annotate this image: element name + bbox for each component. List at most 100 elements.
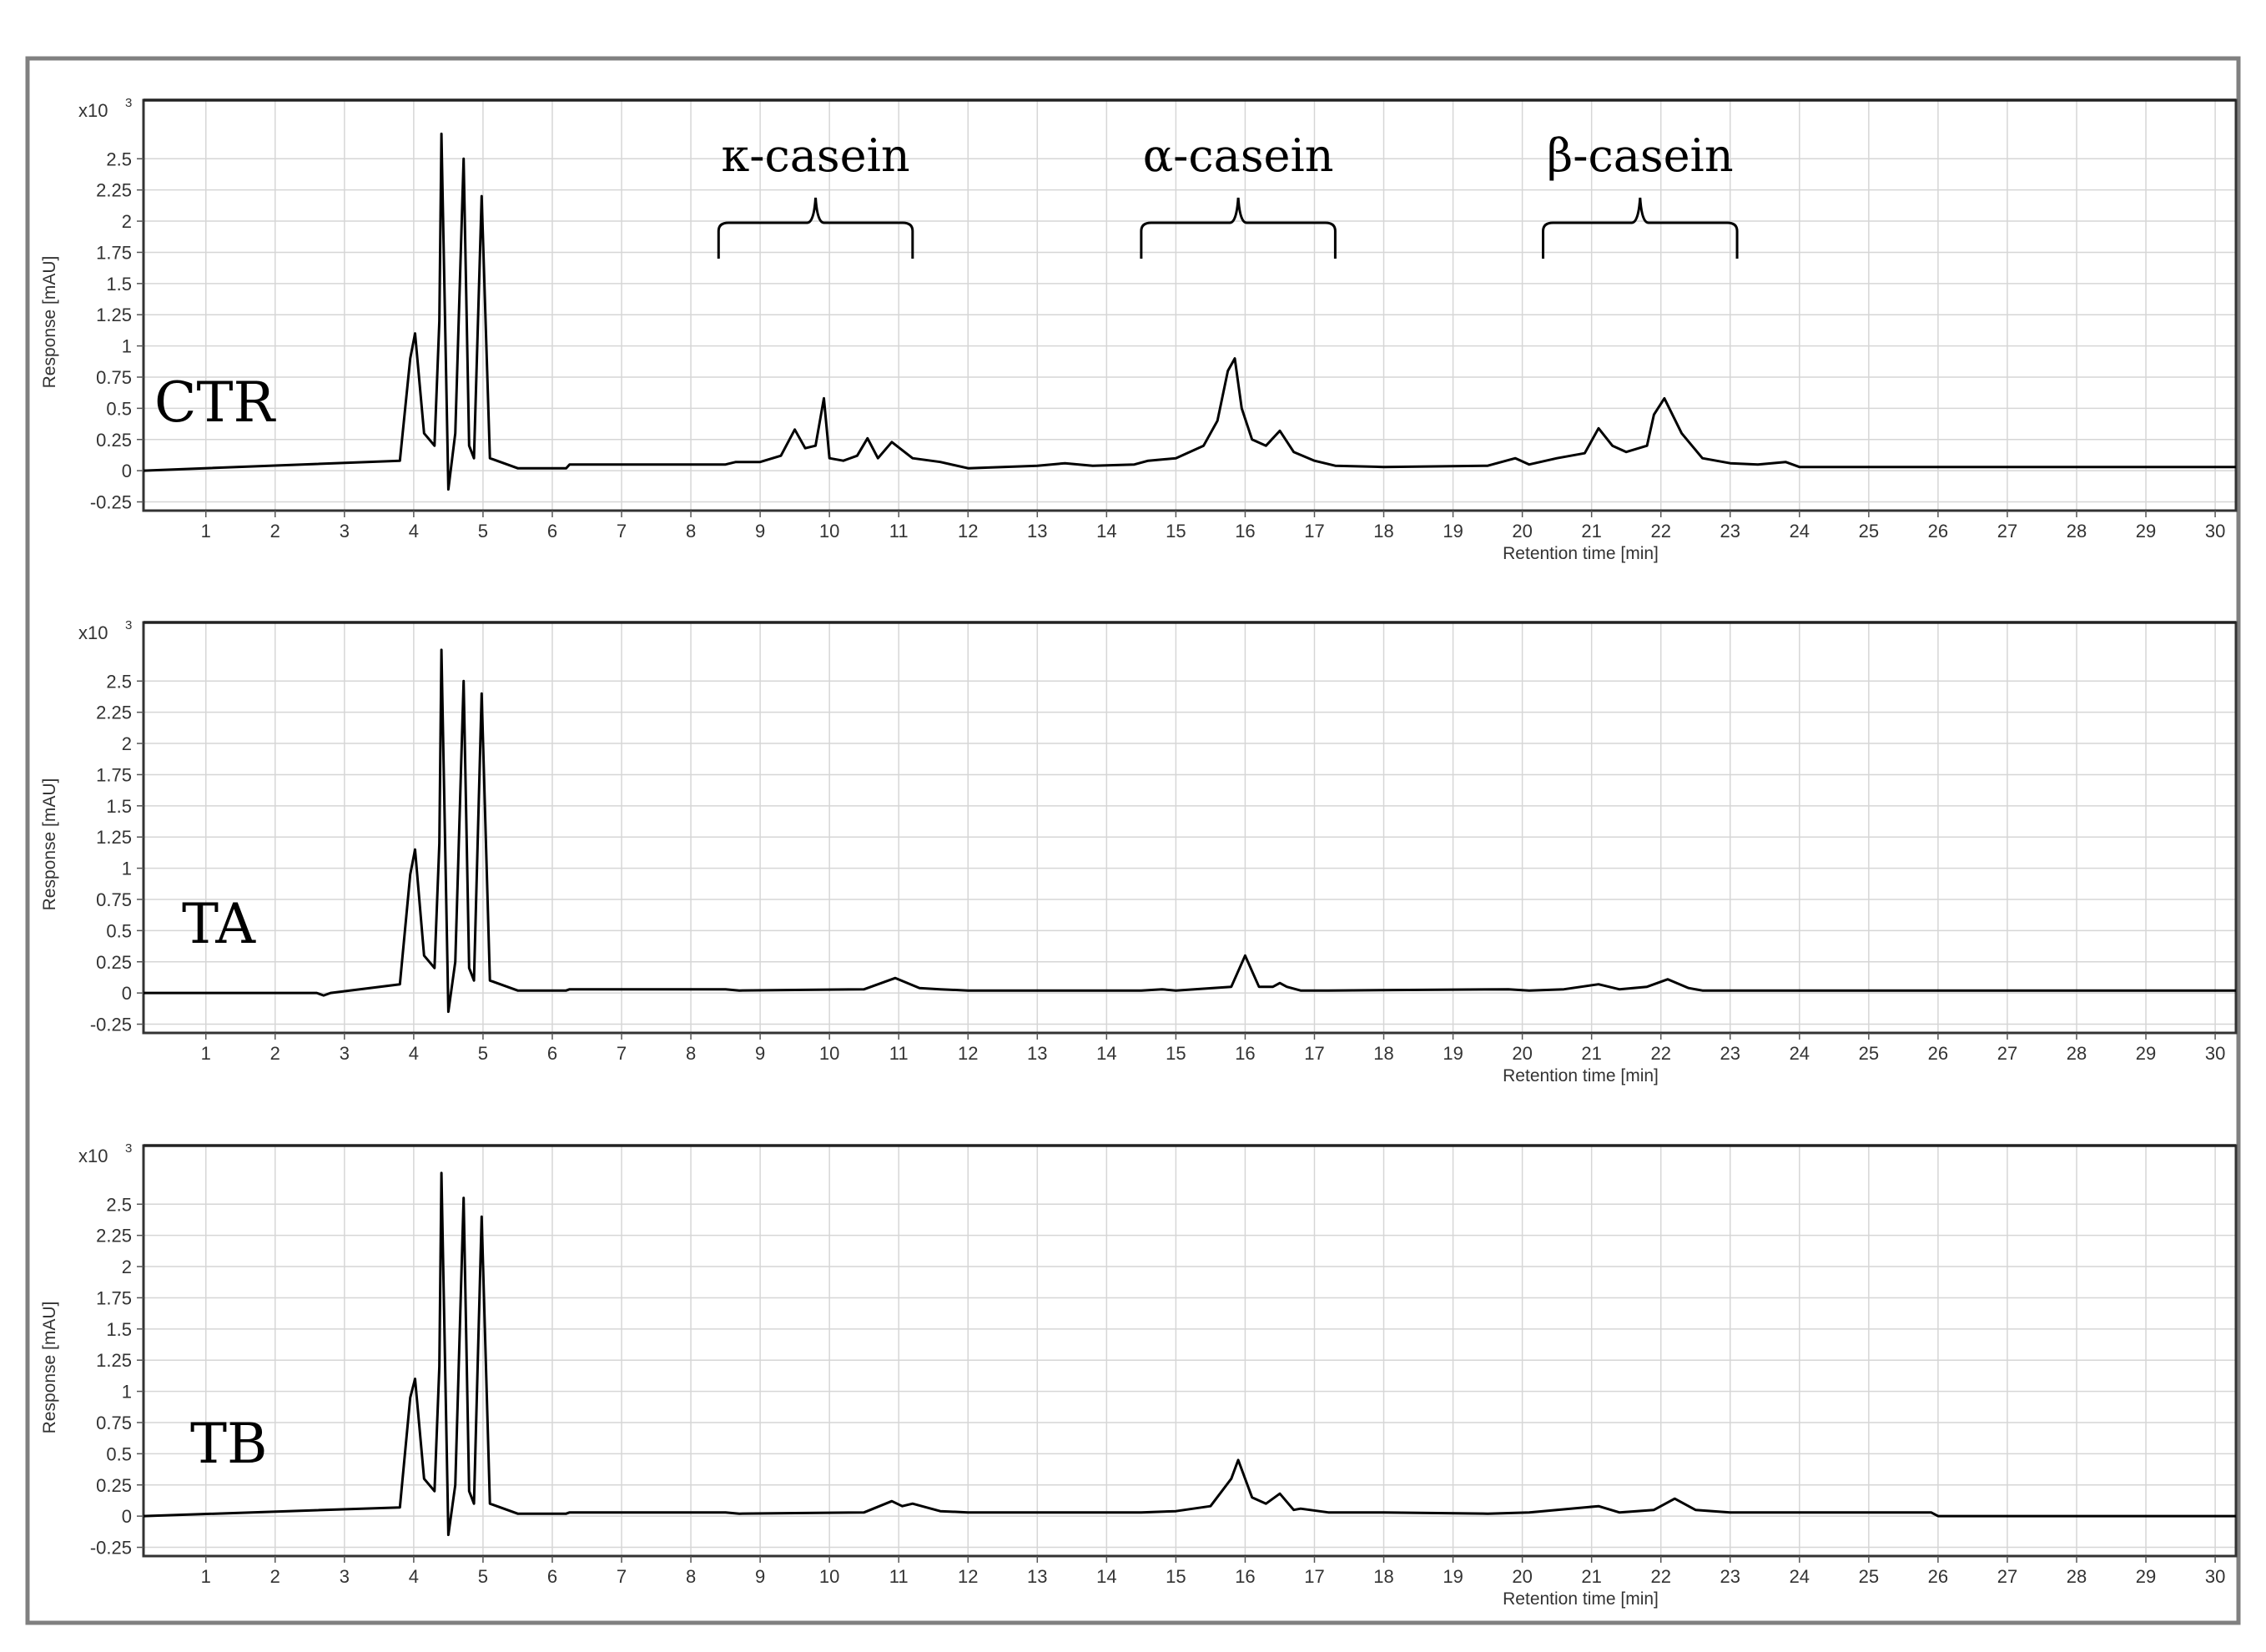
x-tick-label: 18 (1373, 1566, 1393, 1587)
region-bracket (1140, 197, 1337, 259)
x-tick-label: 13 (1027, 1566, 1047, 1587)
x-tick-label: 28 (2067, 521, 2087, 541)
x-tick-label: 28 (2067, 1566, 2087, 1587)
y-tick-label: 0.5 (106, 920, 132, 941)
x-axis-label: Retention time [min] (1503, 1066, 1659, 1085)
y-tick-label: 2 (122, 733, 132, 754)
plot-area-frame (142, 1144, 2238, 1558)
y-axis-label: Response [mAU] (40, 1302, 59, 1434)
x-tick-label: 30 (2205, 1566, 2225, 1587)
x-tick-label: 3 (340, 1566, 350, 1587)
x-tick-label: 13 (1027, 521, 1047, 541)
x-tick-label: 18 (1373, 1043, 1393, 1064)
y-tick-label: 0.25 (96, 430, 132, 451)
x-tick-label: 18 (1373, 521, 1393, 541)
x-tick-label: 8 (686, 521, 696, 541)
y-tick-label: 0.5 (106, 1443, 132, 1464)
y-tick-label: 0.25 (96, 1475, 132, 1496)
y-tick-label: 2.5 (106, 149, 132, 169)
x-tick-label: 5 (478, 521, 488, 541)
sample-label: TB (190, 1412, 268, 1476)
y-tick-label: 1.25 (96, 1350, 132, 1371)
x-axis-label: Retention time [min] (1503, 1589, 1659, 1609)
x-tick-label: 11 (889, 1566, 909, 1587)
x-tick-label: 4 (409, 1566, 419, 1587)
x-tick-label: 12 (958, 521, 978, 541)
y-axis-label: Response [mAU] (40, 778, 59, 911)
x-tick-label: 29 (2136, 521, 2156, 541)
x-tick-label: 22 (1650, 1566, 1670, 1587)
y-tick-label: 1 (122, 336, 132, 357)
y-tick-label: 1.25 (96, 827, 132, 848)
x-tick-label: 16 (1235, 1566, 1255, 1587)
y-tick-label: 0.75 (96, 367, 132, 388)
x-tick-label: 26 (1928, 1043, 1948, 1064)
x-tick-label: 15 (1166, 1566, 1186, 1587)
x-axis-label: Retention time [min] (1503, 544, 1659, 563)
y-tick-label: 2.25 (96, 703, 132, 723)
sample-label: CTR (154, 370, 277, 435)
x-tick-label: 8 (686, 1566, 696, 1587)
y-tick-label: 1 (122, 1382, 132, 1403)
x-tick-label: 19 (1443, 1043, 1463, 1064)
x-tick-label: 27 (1997, 1566, 2017, 1587)
x-tick-label: 22 (1650, 521, 1670, 541)
chart-panel-tb: 1 2 3 4 5 6 7 8 9 10 11 12 13 14 15 16 17 18 19 20 21 22 23 24 2… (40, 1141, 2238, 1609)
y-tick-label: 0.25 (96, 952, 132, 973)
y-scale-exponent: 3 (125, 96, 132, 110)
x-tick-label: 21 (1581, 1566, 1601, 1587)
y-tick-label: -0.25 (90, 492, 132, 513)
chromatogram-trace (144, 648, 2236, 1014)
x-tick-label: 26 (1928, 521, 1948, 541)
x-tick-label: 21 (1581, 1043, 1601, 1064)
y-scale-factor: x10 (78, 1146, 108, 1166)
x-tick-label: 23 (1720, 521, 1740, 541)
x-tick-label: 1 (201, 1043, 211, 1064)
x-tick-label: 7 (617, 521, 627, 541)
y-tick-label: 2 (122, 1257, 132, 1277)
x-tick-label: 1 (201, 1566, 211, 1587)
x-tick-label: 8 (686, 1043, 696, 1064)
chromatogram-trace (143, 132, 2236, 491)
x-tick-label: 29 (2136, 1566, 2156, 1587)
x-tick-label: 17 (1304, 521, 1324, 541)
x-tick-label: 14 (1096, 1043, 1116, 1064)
x-tick-label: 1 (201, 521, 211, 541)
x-tick-label: 20 (1512, 1043, 1532, 1064)
x-tick-label: 19 (1443, 1566, 1463, 1587)
y-tick-label: 0 (122, 983, 132, 1004)
x-tick-label: 10 (819, 1566, 839, 1587)
x-tick-label: 14 (1096, 1566, 1116, 1587)
x-tick-label: 30 (2205, 1043, 2225, 1064)
y-tick-label: 0.75 (96, 889, 132, 910)
region-label: κ-casein (721, 129, 909, 182)
plot-area-frame (142, 621, 2238, 1035)
x-tick-label: 21 (1581, 521, 1601, 541)
x-tick-label: 19 (1443, 521, 1463, 541)
x-tick-label: 11 (889, 1043, 909, 1064)
chart-panel-ta: 1 2 3 4 5 6 7 8 9 10 11 12 13 14 15 16 17 18 19 20 21 22 23 24 2… (40, 618, 2238, 1085)
x-tick-label: 30 (2205, 521, 2225, 541)
x-tick-label: 5 (478, 1043, 488, 1064)
x-tick-label: 25 (1859, 1043, 1879, 1064)
chart-panel-ctr: 1 2 3 4 5 6 7 8 9 10 11 12 13 14 15 16 17 18 19 20 21 22 23 24 2… (40, 96, 2238, 563)
x-tick-label: 24 (1790, 1566, 1810, 1587)
x-tick-label: 14 (1096, 521, 1116, 541)
x-tick-label: 10 (819, 1043, 839, 1064)
x-tick-label: 9 (755, 521, 765, 541)
x-tick-label: 7 (617, 1043, 627, 1064)
x-tick-label: 24 (1790, 521, 1810, 541)
x-tick-label: 5 (478, 1566, 488, 1587)
x-tick-label: 23 (1720, 1043, 1740, 1064)
y-tick-label: 1.75 (96, 242, 132, 263)
x-tick-label: 23 (1720, 1566, 1740, 1587)
x-tick-label: 2 (270, 521, 280, 541)
x-tick-label: 26 (1928, 1566, 1948, 1587)
y-tick-label: 0 (122, 1506, 132, 1527)
region-label: β-casein (1547, 129, 1734, 182)
x-tick-label: 2 (270, 1566, 280, 1587)
sample-label: TA (182, 892, 256, 956)
x-tick-label: 11 (889, 521, 909, 541)
y-scale-factor: x10 (78, 100, 108, 121)
